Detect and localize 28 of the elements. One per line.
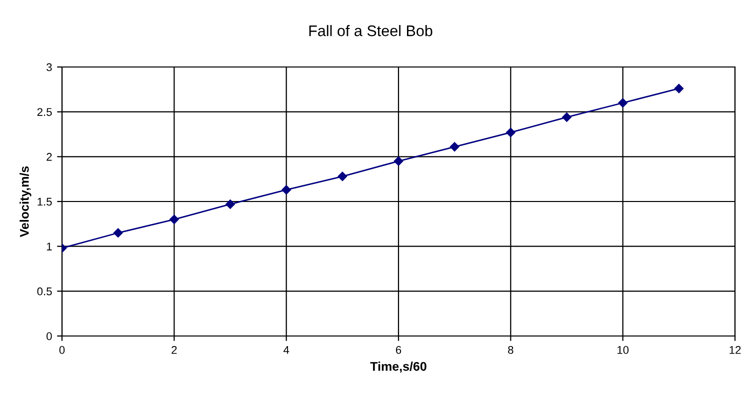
point [674,84,684,94]
x-axis-title: Time,s/60 [370,362,426,373]
point [170,214,179,224]
x-tick-label: 2 [172,346,177,354]
point [338,172,348,182]
point [506,128,516,138]
y-tick-label: 1 [46,242,52,250]
point [226,200,235,209]
y-tick-label: 2.5 [37,108,52,116]
x-tick-label: 10 [618,346,629,354]
y-tick-label: 3 [46,63,52,72]
y-tick-label: 2 [46,152,52,161]
x-tick-label: 6 [396,346,402,354]
y-tick-label: 0 [46,332,52,340]
y-tick-label: 0.5 [37,287,52,296]
y-tick-label: 1.5 [38,198,52,206]
point [450,142,460,152]
point [618,98,628,108]
x-tick-label: 12 [730,346,741,354]
point [113,228,123,238]
x-tick-label: 0 [59,346,65,354]
y-axis-title: Velocity,m/s [20,166,32,238]
x-tick-label: 4 [284,346,290,354]
point [394,156,404,166]
point [562,112,572,122]
chart-title: Fall of a Steel Bob [309,25,432,36]
point [282,185,291,194]
x-tick-label: 8 [508,346,514,354]
